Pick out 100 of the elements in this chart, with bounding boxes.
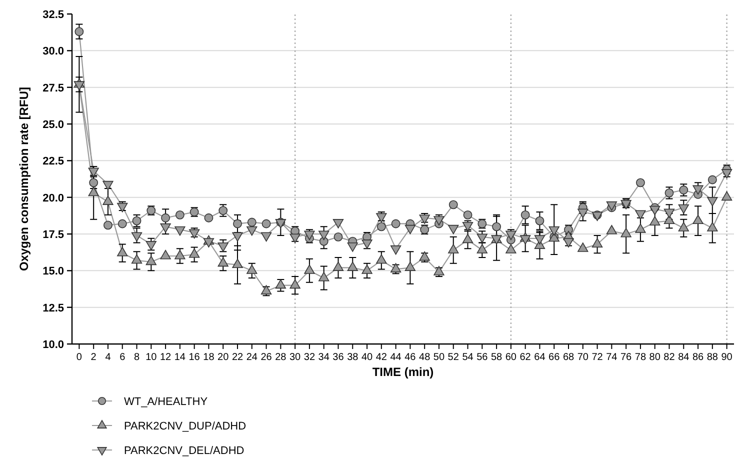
x-tick-label: 40 <box>361 352 374 363</box>
point <box>692 185 704 195</box>
y-tick-label: 17.5 <box>42 229 64 241</box>
x-tick-label: 6 <box>120 352 126 363</box>
legend-label: PARK2CNV_DUP/ADHD <box>124 420 246 432</box>
point <box>692 214 704 224</box>
y-tick-label: 30.0 <box>42 46 64 58</box>
x-tick-label: 62 <box>520 352 532 363</box>
x-tick-label: 2 <box>90 352 97 363</box>
x-tick-label: 66 <box>548 352 560 363</box>
point <box>650 216 660 226</box>
point <box>247 218 256 227</box>
x-tick-label: 44 <box>390 352 402 363</box>
x-tick-label: 78 <box>634 352 646 363</box>
point <box>118 219 127 228</box>
point <box>448 200 458 210</box>
y-tick-label: 25.0 <box>42 119 64 131</box>
x-tick-label: 48 <box>419 352 431 363</box>
x-tick-label: 24 <box>246 352 258 363</box>
point <box>535 216 544 226</box>
x-tick-label: 46 <box>404 352 416 363</box>
point <box>332 262 344 271</box>
x-tick-label: 42 <box>376 352 388 363</box>
x-tick-label: 54 <box>462 352 474 363</box>
point <box>448 244 459 254</box>
y-axis-title: Oxygen consumption rate [RFU] <box>17 86 31 272</box>
point <box>707 222 718 232</box>
point <box>290 279 300 289</box>
x-tick-label: 68 <box>562 352 574 363</box>
x-tick-label: 12 <box>160 352 172 363</box>
x-tick-label: 76 <box>620 352 632 363</box>
x-tick-label: 20 <box>218 352 230 363</box>
x-tick-label: 32 <box>304 352 316 363</box>
x-tick-label: 22 <box>232 352 244 363</box>
y-tick-label: 32.5 <box>42 9 64 21</box>
x-tick-label: 70 <box>577 352 589 363</box>
x-axis-title: TIME (min) <box>372 365 434 379</box>
x-tick-label: 8 <box>134 352 140 363</box>
point <box>175 210 184 220</box>
point <box>664 214 675 224</box>
x-tick-label: 82 <box>664 352 676 363</box>
point <box>404 262 416 271</box>
x-tick-label: 56 <box>476 352 488 363</box>
point <box>117 246 128 256</box>
point <box>592 238 603 248</box>
x-tick-label: 14 <box>174 352 186 363</box>
point <box>246 264 258 274</box>
point <box>678 222 689 232</box>
x-tick-label: 58 <box>490 352 503 363</box>
x-tick-label: 4 <box>105 352 112 363</box>
point <box>218 257 228 267</box>
x-tick-label: 36 <box>332 352 344 363</box>
x-tick-label: 0 <box>76 352 82 363</box>
point <box>204 213 214 222</box>
x-tick-label: 52 <box>448 352 460 363</box>
point <box>262 219 271 228</box>
point <box>102 180 114 190</box>
point <box>189 248 200 258</box>
point <box>476 244 488 254</box>
x-tick-label: 30 <box>290 352 302 363</box>
point <box>362 264 372 274</box>
point <box>463 210 472 220</box>
y-tick-label: 20.0 <box>42 192 64 204</box>
point <box>275 279 286 289</box>
point <box>635 224 646 233</box>
x-tick-label: 34 <box>318 352 330 363</box>
point <box>334 232 343 242</box>
point <box>161 213 170 222</box>
point <box>620 228 632 238</box>
point <box>578 242 588 252</box>
x-tick-label: 38 <box>347 352 359 363</box>
y-tick-label: 10.0 <box>42 339 64 351</box>
point <box>131 254 142 264</box>
x-tick-label: 64 <box>534 352 546 363</box>
x-tick-label: 26 <box>260 352 272 363</box>
legend-label: WT_A/HEALTHY <box>124 396 208 408</box>
point <box>232 258 243 268</box>
point <box>160 250 171 260</box>
y-tick-label: 27.5 <box>42 82 64 94</box>
x-tick-label: 28 <box>275 352 287 363</box>
point <box>376 222 386 232</box>
point <box>492 222 502 232</box>
x-tick-label: 80 <box>649 352 661 363</box>
point <box>304 264 315 274</box>
point <box>391 219 400 228</box>
point <box>520 210 530 220</box>
y-tick-label: 22.5 <box>42 156 64 168</box>
x-tick-label: 60 <box>505 352 517 363</box>
point <box>678 204 689 214</box>
point <box>707 197 718 206</box>
point <box>578 208 588 218</box>
x-tick-label: 18 <box>203 352 215 363</box>
point <box>650 206 660 216</box>
legend-label: PARK2CNV_DEL/ADHD <box>124 445 244 457</box>
x-tick-label: 90 <box>721 352 733 363</box>
x-tick-label: 72 <box>592 352 604 363</box>
point <box>104 220 112 230</box>
point <box>318 272 330 282</box>
point <box>708 175 717 184</box>
x-tick-label: 50 <box>433 352 445 363</box>
